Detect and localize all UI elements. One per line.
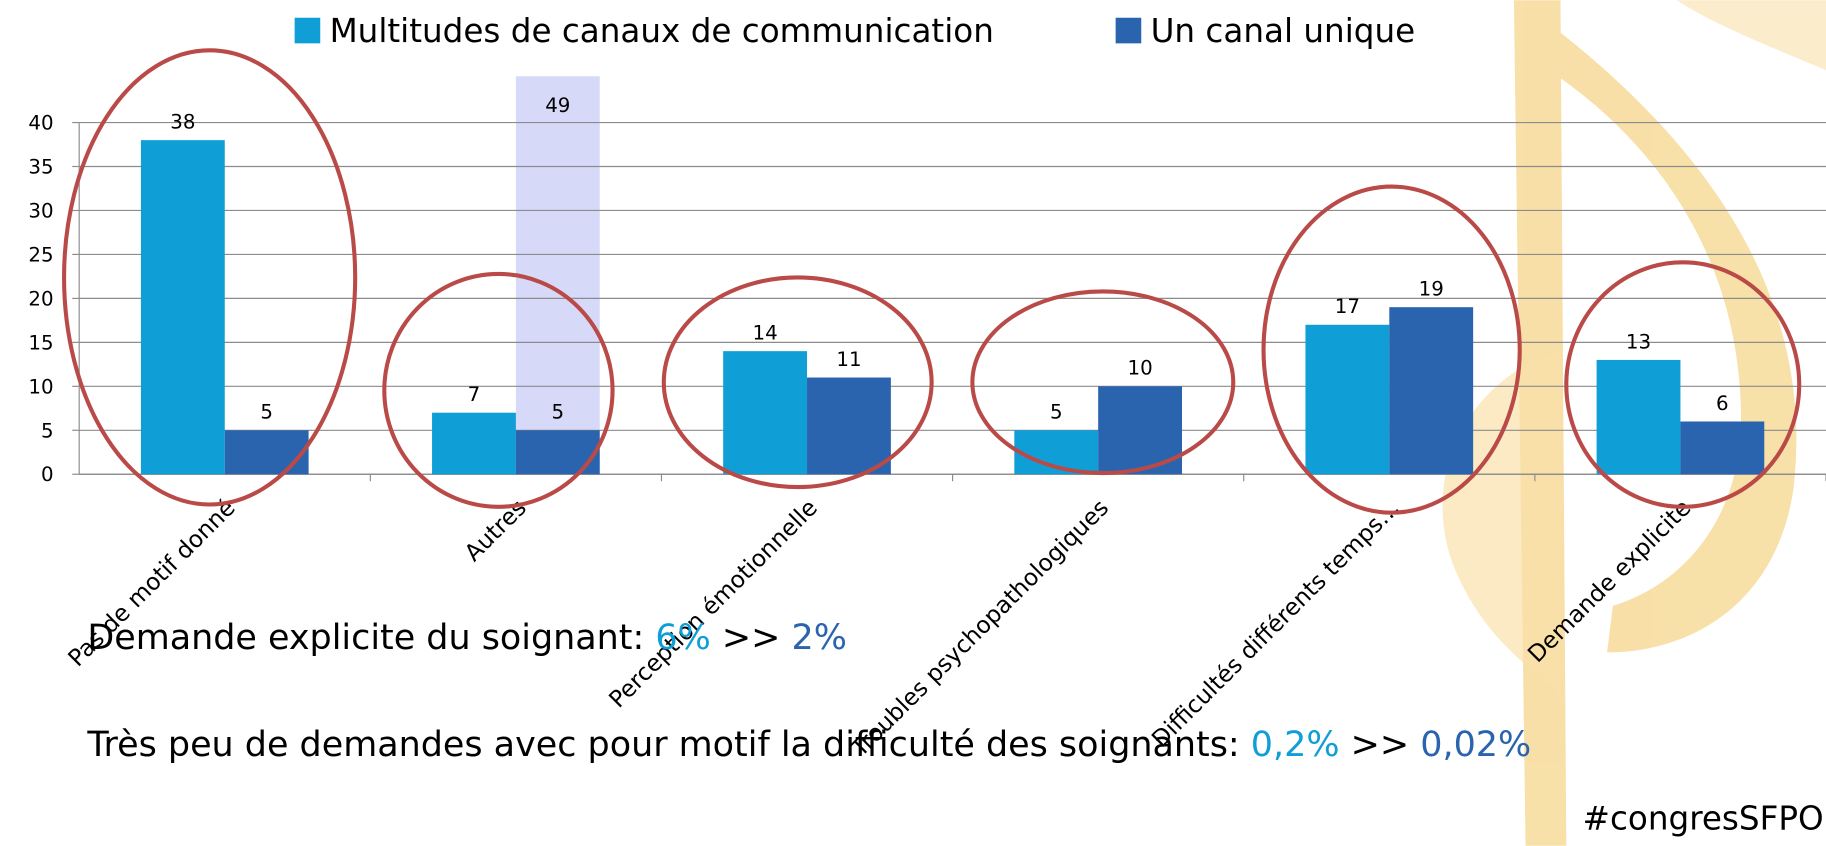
bar [1597, 360, 1681, 474]
note-value: 6% [655, 618, 710, 658]
y-tick-label: 5 [41, 419, 54, 442]
bar [432, 413, 516, 475]
legend-label: Un canal unique [1151, 12, 1416, 50]
highlight-label: 49 [545, 94, 570, 117]
bar [141, 140, 225, 474]
note-sep: >> [1340, 725, 1421, 765]
y-tick-label: 30 [28, 199, 53, 222]
legend-swatch [1116, 18, 1142, 44]
y-tick-label: 35 [28, 155, 53, 178]
value-label: 19 [1419, 278, 1444, 301]
y-tick-label: 10 [28, 375, 53, 398]
note-value: 0,02% [1420, 725, 1531, 765]
bar [1305, 325, 1389, 474]
legend-label: Multitudes de canaux de communication [330, 12, 994, 50]
bar [723, 351, 807, 474]
note-text: Très peu de demandes avec pour motif la … [86, 725, 1250, 765]
bar [1389, 307, 1473, 474]
value-label: 5 [552, 401, 565, 424]
value-label: 5 [260, 401, 273, 424]
page: Multitudes de canaux de communication Un … [0, 0, 1826, 846]
legend-swatch [295, 18, 321, 44]
bar [1680, 421, 1764, 474]
value-label: 6 [1716, 392, 1729, 415]
bar [225, 430, 309, 474]
x-tick-label: Troubles psychopathologiques [846, 494, 1114, 762]
value-label: 17 [1335, 295, 1360, 318]
bar [516, 430, 600, 474]
x-tick-label: Difficultés différents temps… [1147, 494, 1406, 753]
x-tick-label: Perception émotionnelle [604, 494, 823, 713]
y-tick-label: 0 [41, 463, 54, 486]
slide: Multitudes de canaux de communication Un … [0, 0, 1826, 846]
note: Très peu de demandes avec pour motif la … [86, 725, 1531, 765]
notes: Demande explicite du soignant: 6% >> 2% T… [86, 618, 1531, 765]
note-value: 0,2% [1251, 725, 1340, 765]
value-label: 14 [753, 322, 778, 345]
note-text: Demande explicite du soignant: [87, 618, 655, 658]
value-label: 5 [1050, 401, 1063, 424]
note-sep: >> [711, 618, 792, 658]
value-label: 11 [836, 348, 861, 371]
value-label: 10 [1127, 357, 1152, 380]
hashtag: #congresSFPO [1583, 799, 1824, 837]
note-value: 2% [792, 618, 847, 658]
bar [807, 378, 891, 475]
y-tick-label: 25 [28, 243, 53, 266]
y-tick-label: 20 [28, 287, 53, 310]
y-tick-label: 40 [28, 112, 53, 135]
value-label: 7 [468, 383, 481, 406]
value-label: 38 [170, 110, 195, 133]
note: Demande explicite du soignant: 6% >> 2% [87, 618, 847, 658]
value-label: 13 [1626, 330, 1651, 353]
y-tick-label: 15 [28, 331, 53, 354]
